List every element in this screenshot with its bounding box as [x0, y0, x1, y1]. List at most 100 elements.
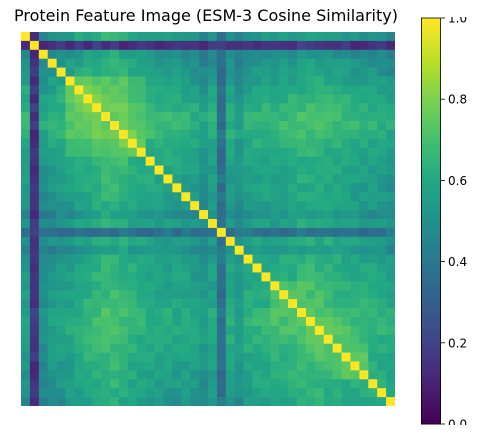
heatmap-cell	[359, 103, 369, 113]
colorbar-segment	[421, 61, 441, 66]
heatmap-cell	[297, 32, 307, 42]
heatmap-cell	[261, 227, 271, 238]
heatmap-cell	[350, 58, 360, 68]
heatmap-cell	[368, 263, 378, 273]
heatmap-cell	[270, 325, 280, 336]
heatmap-cell	[92, 343, 102, 353]
heatmap-cell	[225, 156, 236, 166]
heatmap-cell	[234, 227, 244, 238]
colorbar-segment	[421, 193, 441, 198]
heatmap-cell	[74, 272, 84, 282]
heatmap-cell	[83, 281, 93, 291]
heatmap-cell	[350, 388, 360, 398]
heatmap-cell	[359, 388, 369, 398]
heatmap-cell	[225, 308, 236, 318]
heatmap-cell	[47, 379, 57, 389]
heatmap-cell	[74, 379, 84, 389]
heatmap-cell	[359, 325, 369, 336]
heatmap-cell	[297, 245, 307, 255]
colorbar-segment	[421, 396, 441, 401]
heatmap-cell	[208, 210, 218, 220]
heatmap-cell	[297, 352, 307, 362]
heatmap-cell	[305, 254, 316, 264]
heatmap-cell	[386, 388, 395, 398]
heatmap-cell	[136, 121, 146, 131]
heatmap-cell	[279, 388, 289, 398]
heatmap-cell	[101, 308, 111, 318]
heatmap-cell	[261, 192, 271, 202]
heatmap-cell	[332, 316, 342, 327]
heatmap-cell	[234, 67, 244, 77]
heatmap-cell	[270, 103, 280, 113]
heatmap-cell	[279, 397, 289, 406]
heatmap-cell	[341, 299, 351, 309]
heatmap-cell	[216, 263, 227, 273]
heatmap-cell	[92, 112, 102, 122]
heatmap-cell	[386, 183, 395, 193]
heatmap-cell	[181, 112, 191, 122]
heatmap-cell	[332, 201, 342, 211]
heatmap-cell	[83, 67, 93, 77]
heatmap-cell	[243, 316, 253, 327]
heatmap-cell	[47, 236, 57, 247]
heatmap-cell	[145, 121, 155, 131]
heatmap-cell	[172, 370, 182, 380]
heatmap-cell	[297, 299, 307, 309]
heatmap-cell	[234, 290, 244, 300]
heatmap-cell	[145, 174, 155, 184]
heatmap-cell	[252, 129, 262, 140]
heatmap-cell	[101, 94, 111, 104]
colorbar-segment	[421, 237, 441, 242]
heatmap-cell	[21, 112, 31, 122]
heatmap-cell	[101, 165, 111, 175]
heatmap-cell	[56, 156, 66, 166]
colorbar-segment	[421, 373, 441, 378]
heatmap-cell	[118, 334, 129, 344]
heatmap-cell	[154, 219, 164, 229]
heatmap-cell	[145, 183, 155, 193]
heatmap-cell	[270, 370, 280, 380]
heatmap-cell	[127, 156, 138, 166]
heatmap-cell	[38, 219, 49, 229]
heatmap-cell	[136, 245, 146, 255]
heatmap-cell	[332, 85, 342, 95]
heatmap-cell	[216, 388, 227, 398]
heatmap-cell	[118, 129, 129, 140]
heatmap-cell	[136, 397, 146, 406]
heatmap-cell	[288, 76, 298, 86]
heatmap-cell	[110, 94, 120, 104]
heatmap-cell	[154, 388, 164, 398]
heatmap-cell	[234, 334, 244, 344]
heatmap-cell	[279, 263, 289, 273]
heatmap-cell	[297, 343, 307, 353]
heatmap-cell	[252, 67, 262, 77]
heatmap-cell	[350, 227, 360, 238]
heatmap-cell	[118, 352, 129, 362]
heatmap-cell	[359, 379, 369, 389]
heatmap-cell	[305, 147, 316, 157]
heatmap-cell	[368, 103, 378, 113]
heatmap-cell	[252, 85, 262, 95]
heatmap-cell	[181, 227, 191, 238]
heatmap-cell	[341, 201, 351, 211]
heatmap-cell	[297, 85, 307, 95]
heatmap-cell	[21, 129, 31, 140]
heatmap-cell	[386, 343, 395, 353]
heatmap-cell	[74, 165, 84, 175]
heatmap-cell	[279, 174, 289, 184]
heatmap-cell	[101, 219, 111, 229]
heatmap-cell	[243, 379, 253, 389]
heatmap-cell	[65, 138, 75, 149]
heatmap-cell	[297, 325, 307, 336]
heatmap-cell	[136, 174, 146, 184]
heatmap-cell	[359, 219, 369, 229]
heatmap-cell	[163, 227, 173, 238]
heatmap-cell	[297, 308, 307, 318]
heatmap-cell	[110, 165, 120, 175]
heatmap-cell	[386, 129, 395, 140]
heatmap-cell	[359, 138, 369, 149]
heatmap-cell	[127, 334, 138, 344]
heatmap-cell	[190, 103, 200, 113]
heatmap-cell	[252, 58, 262, 68]
heatmap-cell	[145, 245, 155, 255]
